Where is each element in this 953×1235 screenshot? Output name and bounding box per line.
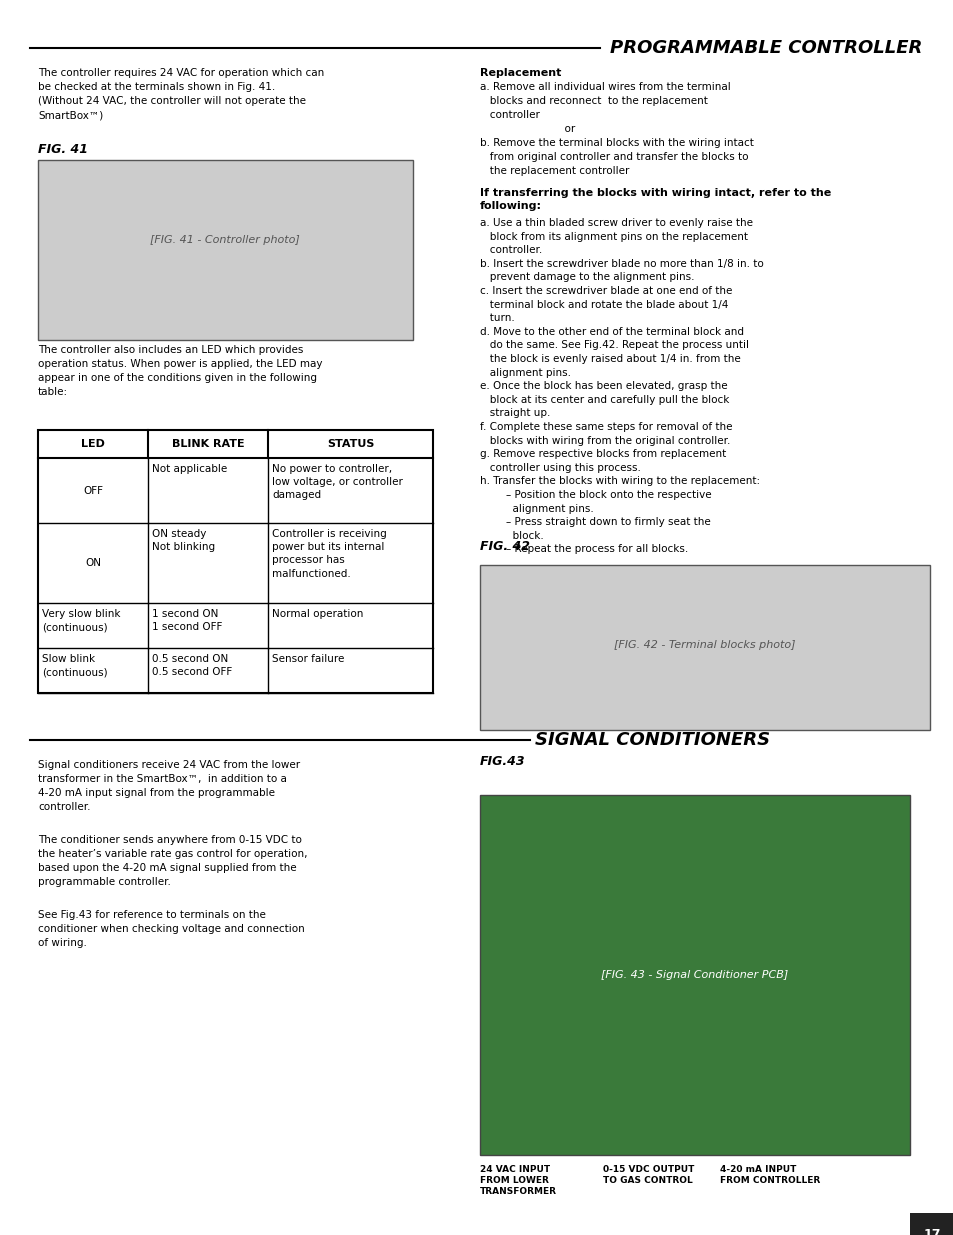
Bar — [38, 161, 413, 340]
Text: STATUS: STATUS — [327, 438, 374, 450]
Bar — [479, 564, 929, 730]
Bar — [38, 430, 433, 693]
Text: 0.5 second ON
0.5 second OFF: 0.5 second ON 0.5 second OFF — [152, 655, 232, 677]
Text: 0-15 VDC OUTPUT: 0-15 VDC OUTPUT — [602, 1165, 694, 1174]
Text: No power to controller,
low voltage, or controller
damaged: No power to controller, low voltage, or … — [272, 464, 402, 500]
Text: Signal conditioners receive 24 VAC from the lower
transformer in the SmartBox™, : Signal conditioners receive 24 VAC from … — [38, 760, 300, 811]
Text: a. Remove all individual wires from the terminal
   blocks and reconnect  to the: a. Remove all individual wires from the … — [479, 82, 753, 177]
Text: Very slow blink
(continuous): Very slow blink (continuous) — [42, 609, 120, 632]
Text: ON: ON — [85, 558, 101, 568]
Text: 24 VAC INPUT: 24 VAC INPUT — [479, 1165, 550, 1174]
Bar — [909, 1213, 953, 1235]
Text: FROM LOWER: FROM LOWER — [479, 1176, 548, 1186]
Text: TO GAS CONTROL: TO GAS CONTROL — [602, 1176, 692, 1186]
Text: 4-20 mA INPUT: 4-20 mA INPUT — [720, 1165, 796, 1174]
Text: [FIG. 41 - Controller photo]: [FIG. 41 - Controller photo] — [150, 235, 299, 245]
Text: ON steady
Not blinking: ON steady Not blinking — [152, 529, 214, 552]
Text: BLINK RATE: BLINK RATE — [172, 438, 244, 450]
Text: FIG. 41: FIG. 41 — [38, 143, 88, 156]
Text: Not applicable: Not applicable — [152, 464, 227, 474]
Text: Normal operation: Normal operation — [272, 609, 363, 619]
Text: PROGRAMMABLE CONTROLLER: PROGRAMMABLE CONTROLLER — [609, 40, 922, 57]
Text: The controller requires 24 VAC for operation which can
be checked at the termina: The controller requires 24 VAC for opera… — [38, 68, 324, 120]
Text: FIG.43: FIG.43 — [479, 755, 525, 768]
Text: FROM CONTROLLER: FROM CONTROLLER — [720, 1176, 820, 1186]
Text: [FIG. 43 - Signal Conditioner PCB]: [FIG. 43 - Signal Conditioner PCB] — [600, 969, 788, 981]
Text: Replacement: Replacement — [479, 68, 560, 78]
Text: a. Use a thin bladed screw driver to evenly raise the
   block from its alignmen: a. Use a thin bladed screw driver to eve… — [479, 219, 763, 555]
Text: The conditioner sends anywhere from 0-15 VDC to
the heater’s variable rate gas c: The conditioner sends anywhere from 0-15… — [38, 835, 307, 887]
Text: The controller also includes an LED which provides
operation status. When power : The controller also includes an LED whic… — [38, 345, 322, 396]
Text: 1 second ON
1 second OFF: 1 second ON 1 second OFF — [152, 609, 222, 632]
Text: If transferring the blocks with wiring intact, refer to the
following:: If transferring the blocks with wiring i… — [479, 188, 830, 211]
Text: SIGNAL CONDITIONERS: SIGNAL CONDITIONERS — [535, 731, 769, 748]
Text: TRANSFORMER: TRANSFORMER — [479, 1187, 557, 1195]
Text: Controller is receiving
power but its internal
processor has
malfunctioned.: Controller is receiving power but its in… — [272, 529, 386, 579]
Text: OFF: OFF — [83, 485, 103, 495]
Bar — [479, 795, 909, 1155]
Text: 17: 17 — [923, 1228, 940, 1235]
Text: Slow blink
(continuous): Slow blink (continuous) — [42, 655, 108, 677]
Text: [FIG. 42 - Terminal blocks photo]: [FIG. 42 - Terminal blocks photo] — [614, 640, 795, 650]
Text: LED: LED — [81, 438, 105, 450]
Text: FIG. 42: FIG. 42 — [479, 540, 530, 553]
Text: See Fig.43 for reference to terminals on the
conditioner when checking voltage a: See Fig.43 for reference to terminals on… — [38, 910, 304, 948]
Text: Sensor failure: Sensor failure — [272, 655, 344, 664]
